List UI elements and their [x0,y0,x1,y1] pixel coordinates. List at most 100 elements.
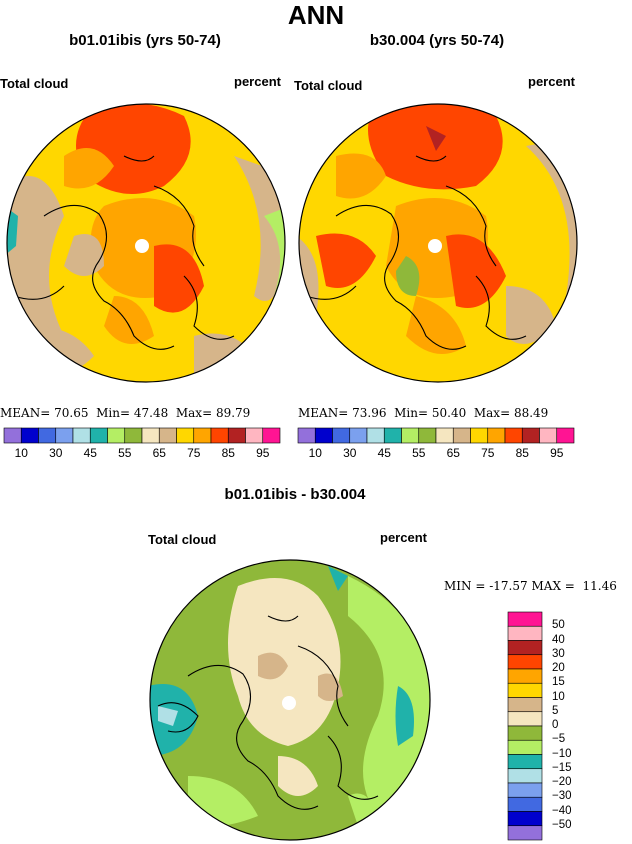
panel-2-colorbar-swatch-5 [383,427,402,444]
difference-legend-label: 15 [552,676,565,689]
panel-1-colorbar-swatch-0 [3,427,22,444]
mean-label: MEAN= [298,406,349,420]
panel-1-colorbar-swatch-15 [262,427,281,444]
panel-2-polar-map [298,103,578,383]
panel-1-colorbar [3,427,281,444]
panel-2-colorbar-swatch-3 [349,427,368,444]
panel-1-colorbar-swatch-2 [38,427,57,444]
panel-2-colorbar-tick-label: 55 [412,446,426,460]
panel-2-colorbar-swatch-8 [435,427,454,444]
panel-1-stats: MEAN= 70.65 Min= 47.48 Max= 89.79 [0,406,250,420]
difference-legend-labels: 50 40 30 20 15 10 5 0 −5 −10 −15 −20 −30 −40 −50 [552,612,592,840]
difference-legend-swatch-5 [507,682,543,698]
panel-1-colorbar-swatch-11 [193,427,212,444]
difference-legend-label: −15 [552,761,572,774]
panel-2-colorbar-tick-label: 85 [515,446,529,460]
mean-value: 70.65 [54,406,89,420]
panel-1-colorbar-tick-label: 95 [256,446,270,460]
panel-1-colorbar-tick-label: 75 [187,446,201,460]
difference-units-label: percent [380,530,427,545]
min-value: -17.57 [489,579,528,593]
difference-legend-label: −20 [552,776,572,788]
max-value: 89.79 [215,406,251,420]
panel-1-colorbar-tick-label: 55 [118,446,132,460]
difference-legend-label: 0 [552,719,559,731]
difference-legend-swatch-15 [507,825,543,841]
difference-legend-swatch-1 [507,625,543,641]
panel-2-colorbar-tick-label: 95 [550,446,564,460]
difference-legend-swatch-3 [507,654,543,670]
panel-2-colorbar-swatch-1 [314,427,333,444]
panel-2-colorbar-swatch-0 [297,427,316,444]
difference-legend-label: −10 [552,747,572,760]
panel-2-variable-label: Total cloud [294,78,363,93]
min-label: MIN = [444,579,486,593]
panel-1-colorbar-swatch-12 [210,427,229,444]
difference-legend-label: 40 [552,633,565,646]
difference-legend-swatch-0 [507,611,543,627]
min-label: Min= [96,406,131,420]
difference-subtitle: b01.01ibis - b30.004 [224,486,366,503]
difference-legend-swatch-14 [507,811,543,827]
difference-legend-swatch-4 [507,668,543,684]
panel-1-colorbar-swatch-5 [89,427,108,444]
min-value: 50.40 [431,406,467,420]
difference-legend-label: −40 [552,804,572,817]
panel-2-colorbar-swatch-2 [332,427,351,444]
panel-2-colorbar-swatch-4 [366,427,385,444]
panel-2-colorbar-ticks: 10 30 45 55 65 75 85 95 [298,446,574,462]
panel-2-colorbar-swatch-7 [418,427,437,444]
panel-1-colorbar-tick-label: 10 [14,446,28,460]
difference-legend-swatch-6 [507,697,543,713]
difference-legend-label: −30 [552,790,572,803]
panel-1-variable-label: Total cloud [0,76,69,91]
panel-1-colorbar-swatch-8 [141,427,160,444]
panel-2-colorbar-tick-label: 30 [343,446,357,460]
max-value: 88.49 [513,406,549,420]
panel-1-colorbar-swatch-4 [72,427,91,444]
panel-2-colorbar-swatch-13 [521,427,540,444]
difference-legend-swatch-2 [507,640,543,656]
panel-1-colorbar-tick-label: 85 [221,446,235,460]
panel-2-stats: MEAN= 73.96 Min= 50.40 Max= 88.49 [298,406,548,420]
panel-1-polar-map [6,103,286,383]
panel-1-colorbar-swatch-10 [176,427,195,444]
difference-stats: MIN = -17.57 MAX = 11.46 [444,579,617,593]
difference-legend-label: −5 [552,733,566,746]
panel-2-colorbar-swatch-11 [487,427,506,444]
panel-2-colorbar-tick-label: 75 [481,446,495,460]
panel-2-subtitle: b30.004 (yrs 50-74) [369,32,505,49]
difference-legend-label: 20 [552,662,565,674]
difference-legend-label: 10 [552,690,565,703]
panel-1-subtitle: b01.01ibis (yrs 50-74) [69,32,221,49]
difference-legend-swatch-13 [507,796,543,812]
difference-legend-swatch-9 [507,739,543,755]
panel-1-colorbar-swatch-1 [20,427,39,444]
min-label: Min= [394,406,429,420]
difference-legend-swatch-10 [507,754,543,770]
panel-2-colorbar-tick-label: 10 [308,446,322,460]
difference-polar-map [149,559,431,841]
difference-legend-label: 50 [552,619,565,632]
max-value: 11.46 [582,579,617,593]
panel-1-colorbar-swatch-13 [227,427,246,444]
max-label: Max= [473,406,511,420]
panel-1-colorbar-tick-label: 65 [152,446,166,460]
panel-2-colorbar-swatch-6 [401,427,420,444]
panel-2-colorbar [297,427,575,444]
difference-legend-swatch-11 [507,768,543,784]
panel-2-colorbar-tick-label: 45 [377,446,391,460]
difference-legend-swatch-8 [507,725,543,741]
mean-value: 73.96 [352,406,387,420]
difference-legend-label: −50 [552,818,572,831]
difference-legend-swatch-12 [507,782,543,798]
panel-1-colorbar-swatch-6 [107,427,126,444]
difference-legend-label: 30 [552,647,565,660]
panel-2-colorbar-swatch-9 [452,427,471,444]
difference-variable-label: Total cloud [148,532,217,547]
difference-legend-label: 5 [552,704,559,717]
difference-legend [507,611,543,841]
panel-2-colorbar-swatch-10 [470,427,489,444]
max-label: MAX = [531,579,575,593]
mean-label: MEAN= [0,406,51,420]
